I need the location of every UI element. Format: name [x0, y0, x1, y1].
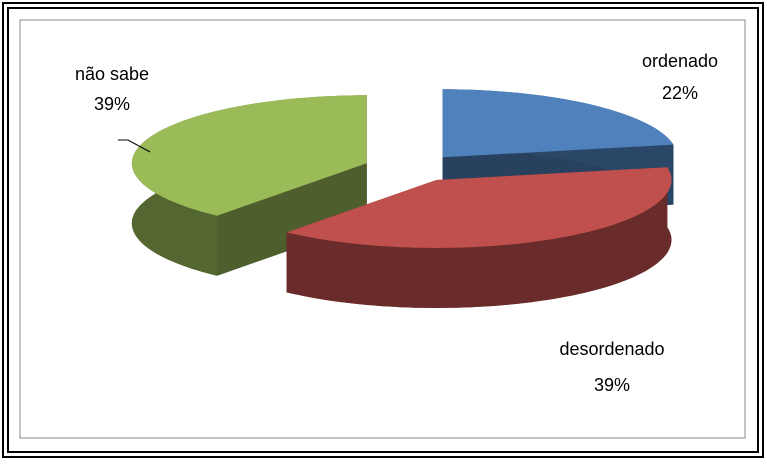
slice [131, 95, 367, 276]
slice-top [131, 95, 367, 216]
data-label-category: não sabe [75, 64, 149, 84]
data-label-value: 39% [94, 94, 130, 114]
outer-frame-inner [7, 7, 759, 453]
data-label-category: desordenado [559, 339, 664, 359]
slice-top [442, 89, 674, 158]
leader-line [118, 139, 151, 153]
slice [286, 167, 672, 308]
slice-radial-wall [217, 163, 367, 276]
data-label-category: ordenado [642, 51, 718, 71]
outer-frame [2, 2, 764, 458]
data-label-value: 22% [662, 83, 698, 103]
data-label-value: 39% [594, 375, 630, 395]
labels: ordenado 22% desordenado 39% não sabe 39% [75, 51, 718, 395]
pie [131, 89, 674, 308]
slice-top [286, 167, 672, 248]
slice-outer-wall [286, 167, 672, 308]
